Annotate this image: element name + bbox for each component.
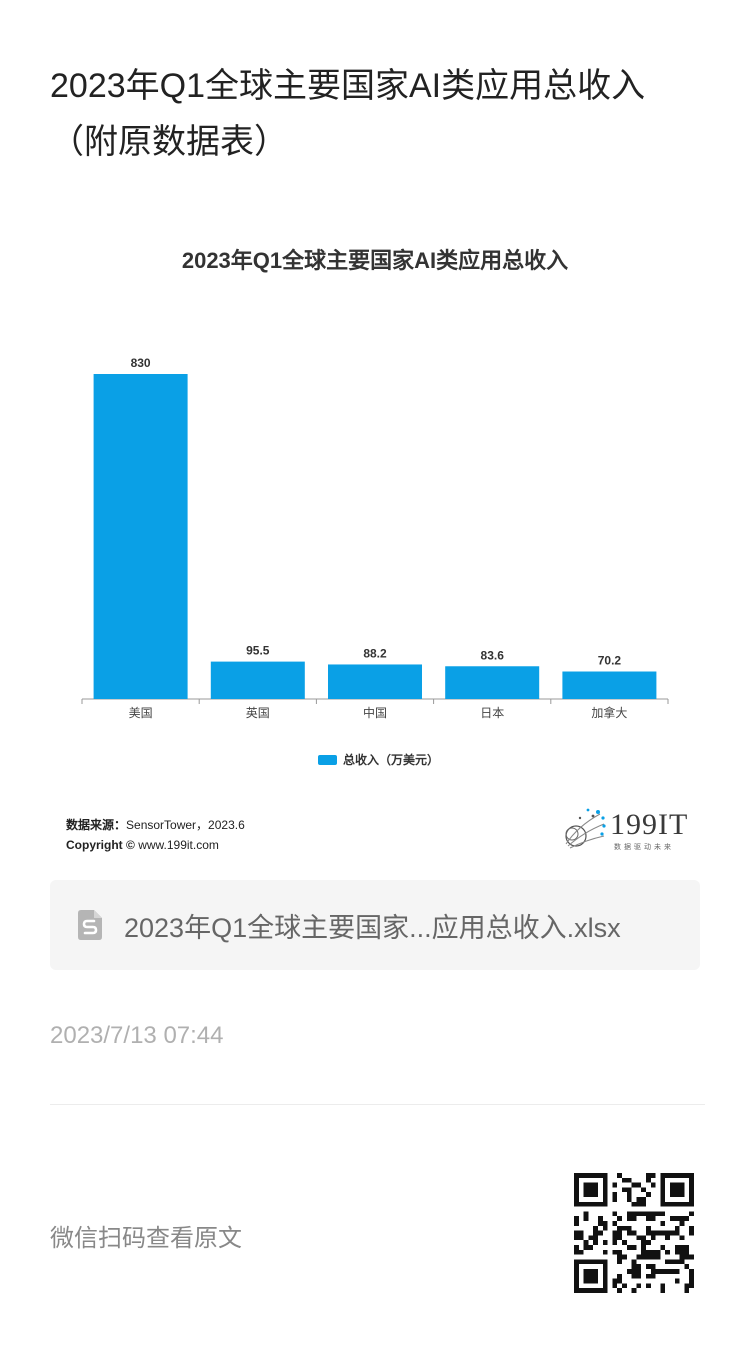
bar-加拿大 [562,671,657,699]
x-tick-label: 中国 [363,705,387,720]
199it-logo: 199IT 数据驱动未来 [558,806,698,858]
source-label: 数据来源： [66,818,127,832]
data-label: 70.2 [598,654,622,668]
x-tick-label: 美国 [129,706,153,720]
page-title: 2023年Q1全球主要国家AI类应用总收入（附原数据表） [50,67,646,161]
bar-英国 [210,661,305,699]
legend-label: 总收入（万美元） [343,753,440,767]
source-value: SensorTower，2023.6 [126,818,245,832]
data-label: 830 [131,356,151,370]
scan-prompt: 微信扫码查看原文 [50,1225,242,1252]
x-tick-label: 英国 [246,706,270,720]
bar-美国 [93,374,188,699]
spreadsheet-file-icon [78,910,102,940]
attachment-card[interactable]: 2023年Q1全球主要国家...应用总收入.xlsx [50,880,700,970]
qr-code-icon[interactable] [574,1173,694,1293]
data-label: 83.6 [481,648,505,662]
x-tick-label: 日本 [480,706,504,720]
logo-tagline: 数据驱动未来 [614,844,674,851]
attachment-file-name: 2023年Q1全球主要国家...应用总收入.xlsx [124,912,621,943]
bar-中国 [328,664,422,699]
copyright-value: www.199it.com [138,838,219,852]
data-label: 88.2 [363,646,387,660]
logo-mark-icon [565,808,606,849]
logo-text: 199IT [610,808,689,841]
copyright-label: Copyright © [66,838,135,852]
x-tick-label: 加拿大 [591,705,627,720]
chart-title: 2023年Q1全球主要国家AI类应用总收入 [181,248,569,273]
source-note: 数据来源：SensorTower，2023.6 Copyright © www.… [66,815,245,855]
divider [50,1104,705,1105]
chart-legend: 总收入（万美元） [318,751,439,768]
legend-swatch [318,754,337,765]
bar-日本 [445,666,540,699]
bar-chart: 830 美国 95.5 英国 88.2 中国 83.6 日本 70.2 加拿大 [81,356,669,720]
publish-timestamp: 2023/7/13 07:44 [50,1022,224,1049]
data-label: 95.5 [246,644,270,658]
